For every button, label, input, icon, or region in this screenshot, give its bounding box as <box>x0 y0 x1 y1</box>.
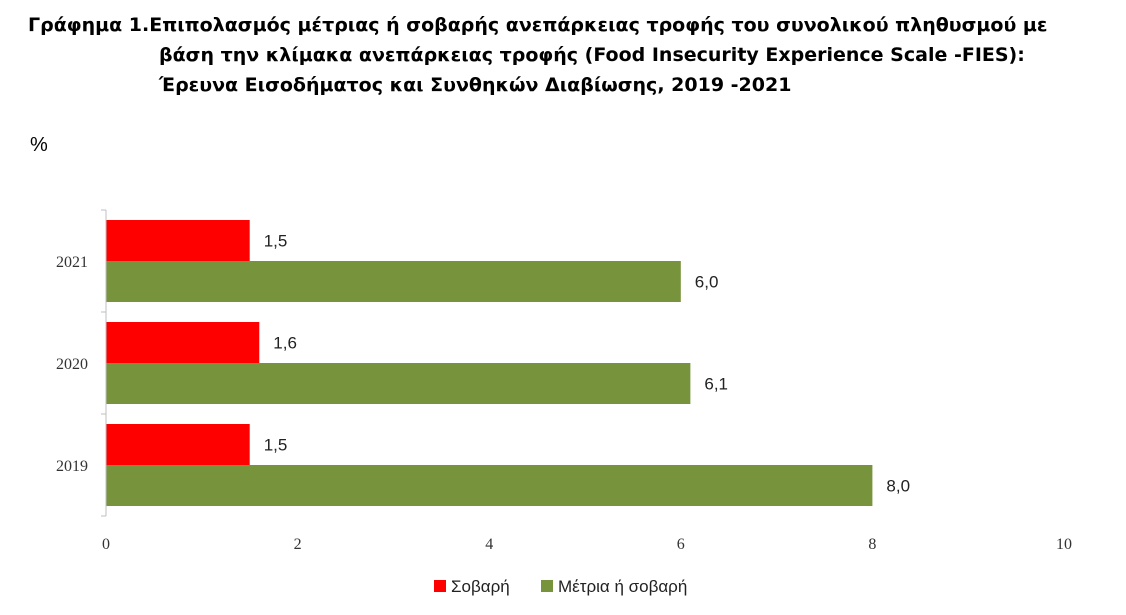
data-label-2019-series-1: 8,0 <box>886 477 910 496</box>
data-label-2021-series-1: 6,0 <box>695 273 719 292</box>
chart-title-line-2: βάση την κλίμακα ανεπάρκειας τροφής (Foo… <box>159 44 1025 66</box>
bar-2020-series-1 <box>106 363 691 404</box>
chart-title-line-1: Γράφημα 1.Επιπολασμός μέτριας ή σοβαρής … <box>28 14 1048 36</box>
legend-label-series-1: Μέτρια ή σοβαρή <box>558 577 687 596</box>
data-label-2021-series-0: 1,5 <box>264 232 288 251</box>
bar-2020-series-0 <box>106 322 260 363</box>
x-tick-label-2: 2 <box>294 536 302 553</box>
category-label-2020: 2020 <box>56 356 88 373</box>
x-tick-label-8: 8 <box>868 536 876 553</box>
bar-2021-series-1 <box>106 261 681 302</box>
unit-label: % <box>30 134 48 156</box>
category-label-2021: 2021 <box>56 254 88 271</box>
data-label-2019-series-0: 1,5 <box>264 436 288 455</box>
chart-title-line-3: Έρευνα Εισοδήματος και Συνθηκών Διαβίωση… <box>159 74 792 96</box>
bar-2019-series-1 <box>106 465 873 506</box>
x-tick-label-4: 4 <box>485 536 493 553</box>
x-tick-label-0: 0 <box>102 536 110 553</box>
legend-swatch-series-1 <box>541 580 553 592</box>
x-tick-label-6: 6 <box>677 536 685 553</box>
bar-2021-series-0 <box>106 220 250 261</box>
category-ticks: 2021 2020 2019 <box>56 209 106 517</box>
legend-swatch-series-0 <box>434 580 446 592</box>
bar-2019-series-0 <box>106 424 250 465</box>
x-axis-ticks: 0 2 4 6 8 10 <box>102 536 1072 553</box>
legend: Σοβαρή Μέτρια ή σοβαρή <box>434 577 687 596</box>
data-label-2020-series-1: 6,1 <box>704 375 728 394</box>
x-tick-label-10: 10 <box>1056 536 1072 553</box>
category-label-2019: 2019 <box>56 458 88 475</box>
data-label-2020-series-0: 1,6 <box>273 334 297 353</box>
bars-group: 1,5 6,0 1,6 6,1 1,5 8,0 <box>106 220 910 506</box>
legend-label-series-0: Σοβαρή <box>451 577 510 596</box>
chart-title: Γράφημα 1.Επιπολασμός μέτριας ή σοβαρής … <box>28 10 1118 100</box>
